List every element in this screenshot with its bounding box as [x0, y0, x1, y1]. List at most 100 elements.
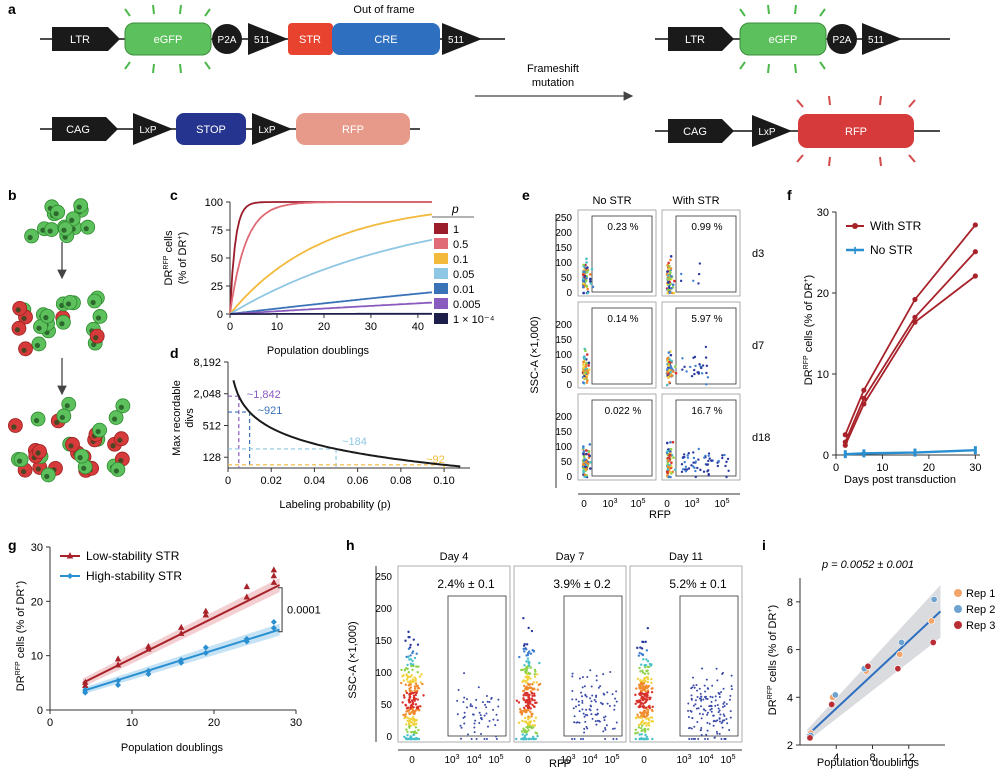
- e-ytick-label: 100: [555, 350, 572, 361]
- h-event: [646, 678, 650, 681]
- h-event-positive: [721, 705, 724, 708]
- e-row-label: d7: [752, 340, 764, 352]
- c-legend-swatch: [434, 283, 448, 294]
- cell-nucleus: [95, 428, 101, 435]
- c-ytick-label: 100: [205, 197, 223, 209]
- h-event: [640, 729, 643, 733]
- e-event: [670, 287, 673, 290]
- h-event-positive: [723, 738, 726, 740]
- e-event-positive: [725, 460, 728, 464]
- result-cag-block: [668, 119, 734, 143]
- i-point: [806, 734, 814, 742]
- e-event: [582, 452, 585, 456]
- h-gate: [679, 595, 739, 737]
- h-ytick-label: 150: [375, 636, 392, 647]
- h-event-positive: [730, 674, 733, 677]
- rfp-inactive-block: [296, 113, 410, 145]
- h-event: [651, 687, 654, 690]
- d-ylabel-2: divs: [184, 408, 196, 428]
- e-event-positive: [693, 372, 696, 376]
- h-event-positive: [597, 686, 600, 689]
- f-point: [861, 395, 867, 401]
- result-lxp-block: [752, 115, 792, 147]
- g-point-high: [202, 644, 209, 651]
- panel-f: f 0 10 20 30 0 10 20 30 With STR + No STR DRRFP ce…: [787, 187, 981, 486]
- h-event: [518, 655, 521, 659]
- h-event-positive: [473, 722, 476, 725]
- h-event: [649, 664, 653, 667]
- h-event-positive: [594, 700, 597, 703]
- e-event: [585, 452, 588, 456]
- h-event-positive: [717, 691, 720, 694]
- g-point-low: [243, 593, 250, 600]
- h-event: [646, 713, 649, 716]
- i-ytick-label: 8: [787, 597, 793, 609]
- e-ytick-label: 50: [561, 365, 573, 376]
- h-event-positive: [704, 690, 707, 693]
- h-event: [634, 702, 637, 706]
- result-511-block: [862, 23, 902, 55]
- h-event-positive: [598, 720, 601, 723]
- h-event-positive: [595, 696, 598, 699]
- h-event-positive: [720, 691, 723, 694]
- h-event-positive: [702, 698, 705, 701]
- f-point: [973, 446, 977, 455]
- h-event: [536, 688, 539, 691]
- h-event: [639, 722, 643, 726]
- e-event: [582, 360, 585, 364]
- h-event: [408, 695, 411, 699]
- e-header-no-str: No STR: [592, 195, 631, 207]
- h-event-positive: [700, 726, 703, 729]
- h-xtick-label: 105: [720, 754, 735, 766]
- h-event: [645, 649, 649, 652]
- h-event: [531, 683, 534, 686]
- f-point: [912, 314, 918, 320]
- h-event: [640, 712, 643, 715]
- h-event: [533, 705, 536, 709]
- e-event: [669, 282, 672, 286]
- e-event-positive: [721, 456, 724, 460]
- h-event: [526, 682, 530, 686]
- result-ltr-block: [668, 27, 734, 51]
- h-event: [648, 704, 651, 708]
- h-event: [409, 692, 413, 696]
- h-event: [414, 682, 418, 685]
- h-event: [534, 701, 537, 705]
- e-event: [587, 361, 591, 365]
- h-event-positive: [589, 669, 592, 672]
- e-ytick-label: 50: [561, 273, 573, 284]
- h-event-positive: [590, 713, 593, 716]
- e-event-positive: [704, 356, 708, 359]
- h-event: [527, 660, 531, 664]
- e-event: [585, 261, 588, 264]
- e-event-positive: [685, 370, 688, 373]
- h-event-positive: [474, 719, 477, 722]
- h-event: [400, 681, 403, 685]
- h-event-positive: [694, 703, 697, 706]
- h-event: [529, 652, 533, 655]
- h-event-positive: [578, 677, 581, 680]
- h-event: [415, 691, 418, 695]
- h-event-positive: [710, 707, 713, 710]
- result-p2a-label: P2A: [833, 35, 852, 46]
- h-event: [635, 687, 638, 690]
- e-ytick-label: 100: [555, 258, 572, 269]
- h-event: [634, 693, 637, 697]
- h-event-positive: [586, 727, 589, 730]
- h-event-positive: [691, 676, 694, 679]
- h-event-positive: [477, 686, 480, 689]
- h-ytick-label: 200: [375, 604, 392, 615]
- h-event: [646, 680, 649, 684]
- h-event: [529, 725, 533, 729]
- h-event: [536, 734, 539, 738]
- cag-label: CAG: [66, 124, 90, 136]
- e-xtick-exp: 5: [642, 498, 646, 505]
- f-ytick-label: 10: [817, 369, 829, 381]
- h-event: [524, 675, 527, 679]
- h-event-positive: [588, 708, 591, 711]
- h-event-positive: [573, 738, 576, 740]
- h-event: [526, 652, 530, 655]
- h-xtick-exp: 3: [688, 754, 692, 761]
- h-event: [403, 735, 406, 739]
- h-event-positive: [608, 704, 611, 707]
